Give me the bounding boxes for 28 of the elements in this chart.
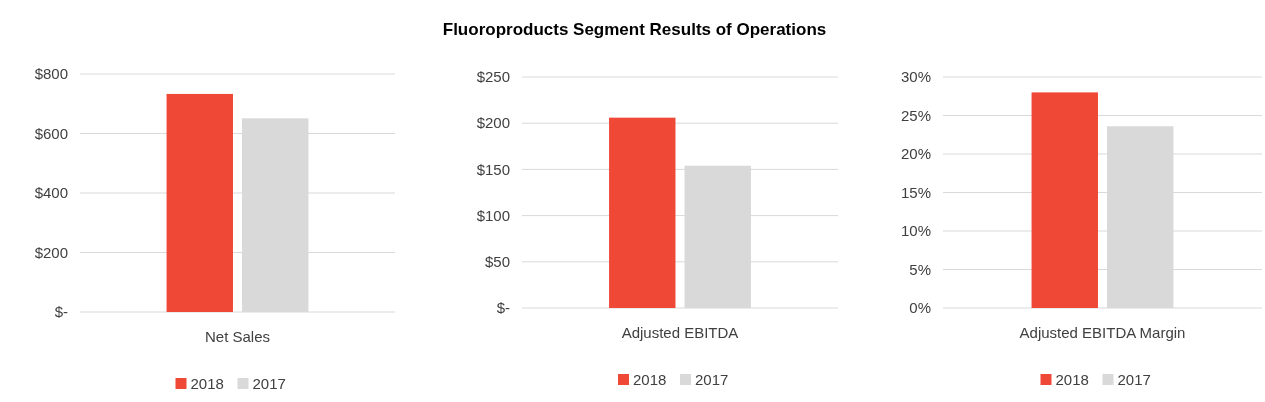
x-tick-label: Net Sales [204,328,271,345]
legend-label: 2018 [190,375,224,393]
y-tick-label: 10% [900,222,931,240]
legend-label: 2017 [252,375,286,393]
x-tick-label: Adjusted EBITDA [621,324,739,341]
y-tick-label: $250 [476,68,510,86]
legend-label: 2017 [1117,371,1151,389]
y-tick-label: 20% [900,145,931,163]
chart-title: Fluoroproducts Segment Results of Operations [442,20,827,39]
y-tick-label: $400 [34,184,68,202]
y-tick-label: $150 [476,160,510,178]
y-tick-label: $- [54,303,68,321]
y-tick-label: 5% [909,260,931,278]
y-tick-label: $- [496,299,510,317]
x-tick-label: Adjusted EBITDA Margin [1019,324,1186,341]
legend-label: 2017 [695,371,729,389]
y-tick-label: $50 [484,253,510,271]
y-tick-label: $600 [34,124,68,142]
y-tick-label: $200 [34,243,68,261]
y-tick-label: 30% [900,68,931,86]
y-tick-label: 0% [909,299,931,317]
y-tick-label: 15% [900,183,931,201]
y-tick-label: 25% [900,106,931,124]
y-tick-label: $200 [476,114,510,132]
legend-label: 2018 [633,371,667,389]
y-tick-label: $800 [34,65,68,83]
y-tick-label: $100 [476,206,510,224]
legend-label: 2018 [1055,371,1089,389]
